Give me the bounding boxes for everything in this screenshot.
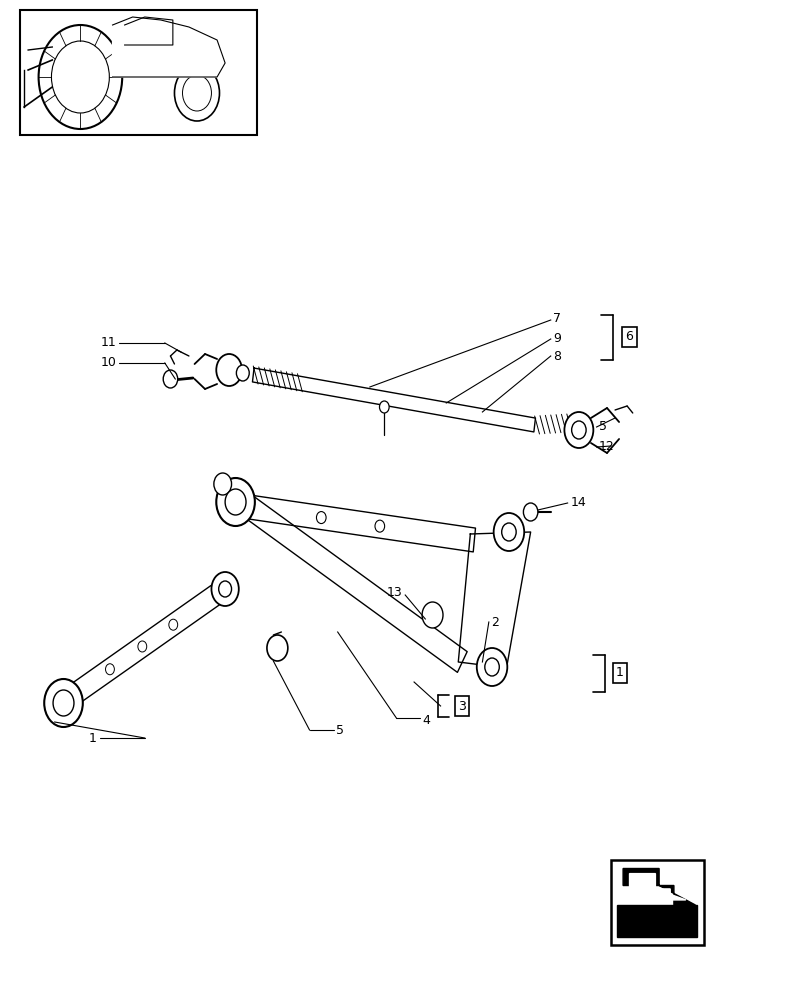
Text: 4: 4: [422, 714, 430, 726]
Circle shape: [501, 523, 516, 541]
Circle shape: [379, 401, 389, 413]
Circle shape: [523, 503, 537, 521]
Polygon shape: [252, 368, 535, 432]
Circle shape: [218, 581, 231, 597]
Polygon shape: [244, 497, 467, 672]
Circle shape: [214, 473, 231, 495]
Polygon shape: [248, 495, 475, 552]
Text: 10: 10: [100, 357, 116, 369]
Circle shape: [493, 513, 524, 551]
Text: 2: 2: [491, 615, 499, 629]
Circle shape: [571, 421, 585, 439]
Text: 3: 3: [458, 700, 466, 712]
Text: 5: 5: [598, 420, 606, 434]
Circle shape: [267, 635, 287, 661]
Polygon shape: [112, 17, 225, 77]
Circle shape: [564, 412, 593, 448]
Circle shape: [316, 512, 326, 524]
Text: 1: 1: [615, 666, 623, 680]
Polygon shape: [629, 874, 685, 900]
Text: 11: 11: [100, 336, 116, 350]
Text: 6: 6: [625, 330, 633, 344]
Circle shape: [105, 664, 114, 675]
Bar: [20, 10, 257, 135]
Polygon shape: [622, 868, 695, 905]
Circle shape: [476, 648, 507, 686]
Circle shape: [484, 658, 499, 676]
Circle shape: [216, 478, 255, 526]
Polygon shape: [71, 585, 219, 704]
Circle shape: [163, 370, 177, 388]
Circle shape: [169, 619, 177, 630]
Circle shape: [216, 354, 242, 386]
Circle shape: [225, 489, 246, 515]
Text: 8: 8: [552, 350, 560, 362]
Text: 13: 13: [385, 586, 402, 599]
Text: 7: 7: [552, 312, 560, 326]
Circle shape: [44, 679, 83, 727]
Text: 1: 1: [88, 732, 96, 744]
Polygon shape: [458, 532, 530, 668]
Circle shape: [211, 572, 238, 606]
Text: 9: 9: [552, 332, 560, 344]
Circle shape: [138, 641, 146, 652]
Text: 12: 12: [598, 440, 614, 454]
Bar: [610, 860, 703, 945]
Bar: [617, 905, 696, 937]
Text: 14: 14: [570, 496, 586, 510]
Text: 5: 5: [336, 724, 344, 736]
Circle shape: [374, 520, 384, 532]
Circle shape: [53, 690, 74, 716]
Circle shape: [422, 602, 442, 628]
Circle shape: [236, 365, 249, 381]
